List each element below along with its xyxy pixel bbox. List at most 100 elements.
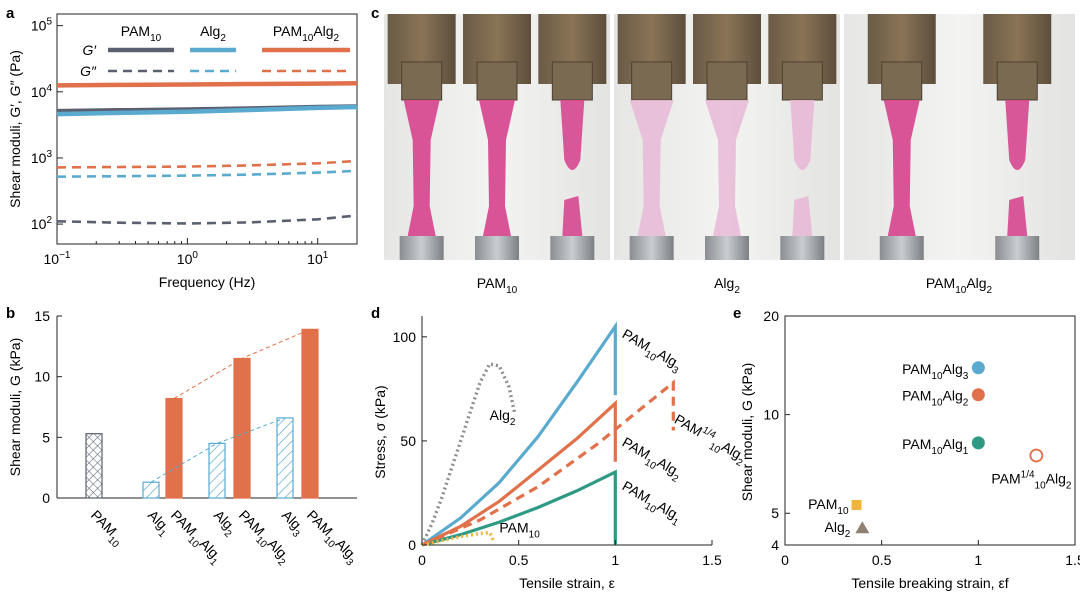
series-label: Alg2	[490, 407, 516, 428]
panel-label-b: b	[6, 305, 15, 322]
x-tick-label: 0	[418, 552, 426, 568]
y-tick-label: 15	[34, 308, 50, 324]
hydrogel-specimen	[883, 100, 920, 236]
series-line	[421, 530, 496, 547]
scatter-point	[851, 499, 862, 510]
clamp-bottom	[780, 236, 825, 260]
clamp-jaw	[996, 61, 1038, 101]
scatter-point	[855, 521, 870, 534]
bar-category-label: PAM10	[84, 507, 128, 551]
series-line	[421, 321, 617, 547]
point-label: PAM10Alg3	[902, 361, 969, 382]
clamp-bottom	[705, 236, 749, 260]
x-tick-label: 100	[177, 250, 199, 267]
hydrogel-fragment-bottom	[792, 196, 813, 236]
panel-e-ticks: 0 0.5 1 1.5 4 5 10 20	[763, 308, 1080, 568]
panel-label-a: a	[6, 5, 15, 22]
y-tick-label: 10	[763, 407, 779, 423]
y-tick-label: 50	[400, 433, 416, 449]
panel-e: 00.511.5451020 PAM10Alg3PAM10Alg2PAM10Al…	[739, 308, 1080, 591]
y-tick-label: 104	[31, 83, 53, 100]
x-tick-label: 10−1	[44, 250, 71, 267]
legend-row-label: G′	[82, 42, 97, 58]
point-label: PAM1/410Alg2	[991, 470, 1072, 492]
clamp-jaw	[551, 61, 593, 101]
panel-d-ticks: 0 0.5 1 1.5 0 50 100	[393, 329, 722, 568]
clamp-jaw	[476, 61, 518, 101]
bar	[276, 417, 294, 499]
panel-a-series	[56, 80, 358, 225]
trend-line-combo	[173, 328, 311, 399]
bar	[142, 481, 160, 499]
panel-e-frame	[784, 315, 1076, 546]
x-tick-label: 1	[611, 552, 619, 568]
y-tick-label: 20	[763, 308, 779, 324]
panel-d-series	[420, 321, 675, 547]
point-label: Alg2	[825, 519, 851, 540]
panel-a-xlabel: Frequency (Hz)	[159, 274, 255, 290]
clamp-bottom	[995, 236, 1040, 260]
panel-e-ylabel: Shear moduli, G (kPa)	[739, 363, 755, 502]
y-tick-label: 4	[771, 537, 779, 553]
scatter-point	[971, 361, 985, 375]
series-line	[421, 469, 617, 547]
hydrogel-specimen	[479, 100, 515, 236]
panel-a-ylabel: Shear moduli, G′, G″ (Pa)	[7, 50, 23, 208]
series-line	[56, 159, 358, 169]
series-label: PAM10Alg3	[617, 326, 685, 378]
x-tick-label: 1.5	[1065, 552, 1080, 568]
scatter-point	[971, 436, 985, 450]
clamp-bottom	[550, 236, 595, 260]
series-line	[56, 214, 358, 225]
panel-d-ylabel: Stress, σ (kPa)	[372, 385, 388, 478]
bar-category-label: Alg2	[207, 507, 240, 540]
hydrogel-fragment-top	[790, 100, 815, 170]
series-label: PAM1/410Alg2	[669, 410, 750, 469]
scatter-point	[1029, 448, 1044, 463]
x-tick-label: 0.5	[872, 552, 892, 568]
panel-d-xlabel: Tensile strain, ε	[519, 575, 615, 591]
bar	[301, 328, 319, 499]
panel-a-frame	[56, 13, 358, 245]
y-tick-label: 103	[31, 149, 53, 166]
bar	[85, 433, 103, 499]
scatter-point	[971, 388, 985, 402]
y-tick-label: 100	[393, 329, 417, 345]
y-tick-label: 0	[408, 537, 416, 553]
hydrogel-fragment-bottom	[1007, 196, 1028, 236]
panel-label-c: c	[371, 5, 379, 22]
series-label: PAM10	[499, 520, 540, 541]
x-tick-label: 101	[307, 250, 329, 267]
panel-b-ticks: 0 5 10 15	[34, 308, 62, 506]
series-line	[56, 80, 358, 88]
y-tick-label: 102	[31, 215, 53, 232]
series-line	[56, 169, 358, 178]
panel-b-ylabel: Shear moduli, G (kPa)	[7, 338, 23, 477]
hydrogel-specimen	[629, 100, 674, 236]
hydrogel-specimen	[403, 100, 440, 236]
legend-header: PAM10	[121, 23, 162, 44]
panel-label-e: e	[733, 305, 741, 322]
clamp-jaw	[631, 61, 673, 101]
clamp-bottom	[475, 236, 519, 260]
point-label: PAM10	[808, 496, 849, 517]
clamp-jaw	[706, 61, 748, 101]
photo-caption: PAM10Alg2	[926, 275, 993, 296]
y-tick-label: 10	[34, 369, 50, 385]
bar-category-label: Alg3	[275, 507, 308, 540]
panel-c-photos	[384, 14, 1075, 260]
hydrogel-fragment-top	[560, 100, 585, 170]
panel-d: 0 0.5 1 1.5 0 50 100 PAM10Alg3 PAM1/410Alg2 PAM1…	[372, 316, 750, 591]
panel-a-ticks: 10−1 100 101 102 103 104 105	[31, 17, 358, 267]
x-tick-label: 0	[781, 552, 789, 568]
photo-caption: Alg2	[714, 275, 740, 296]
panel-e-points: PAM10Alg3 PAM10Alg2 PAM10Alg1 PAM1/410Alg2 P…	[808, 361, 1072, 540]
point-label: PAM10Alg1	[902, 436, 969, 457]
point-label: PAM10Alg2	[902, 388, 969, 409]
series-line	[56, 104, 358, 117]
series-label: PAM10Alg1	[617, 478, 685, 530]
